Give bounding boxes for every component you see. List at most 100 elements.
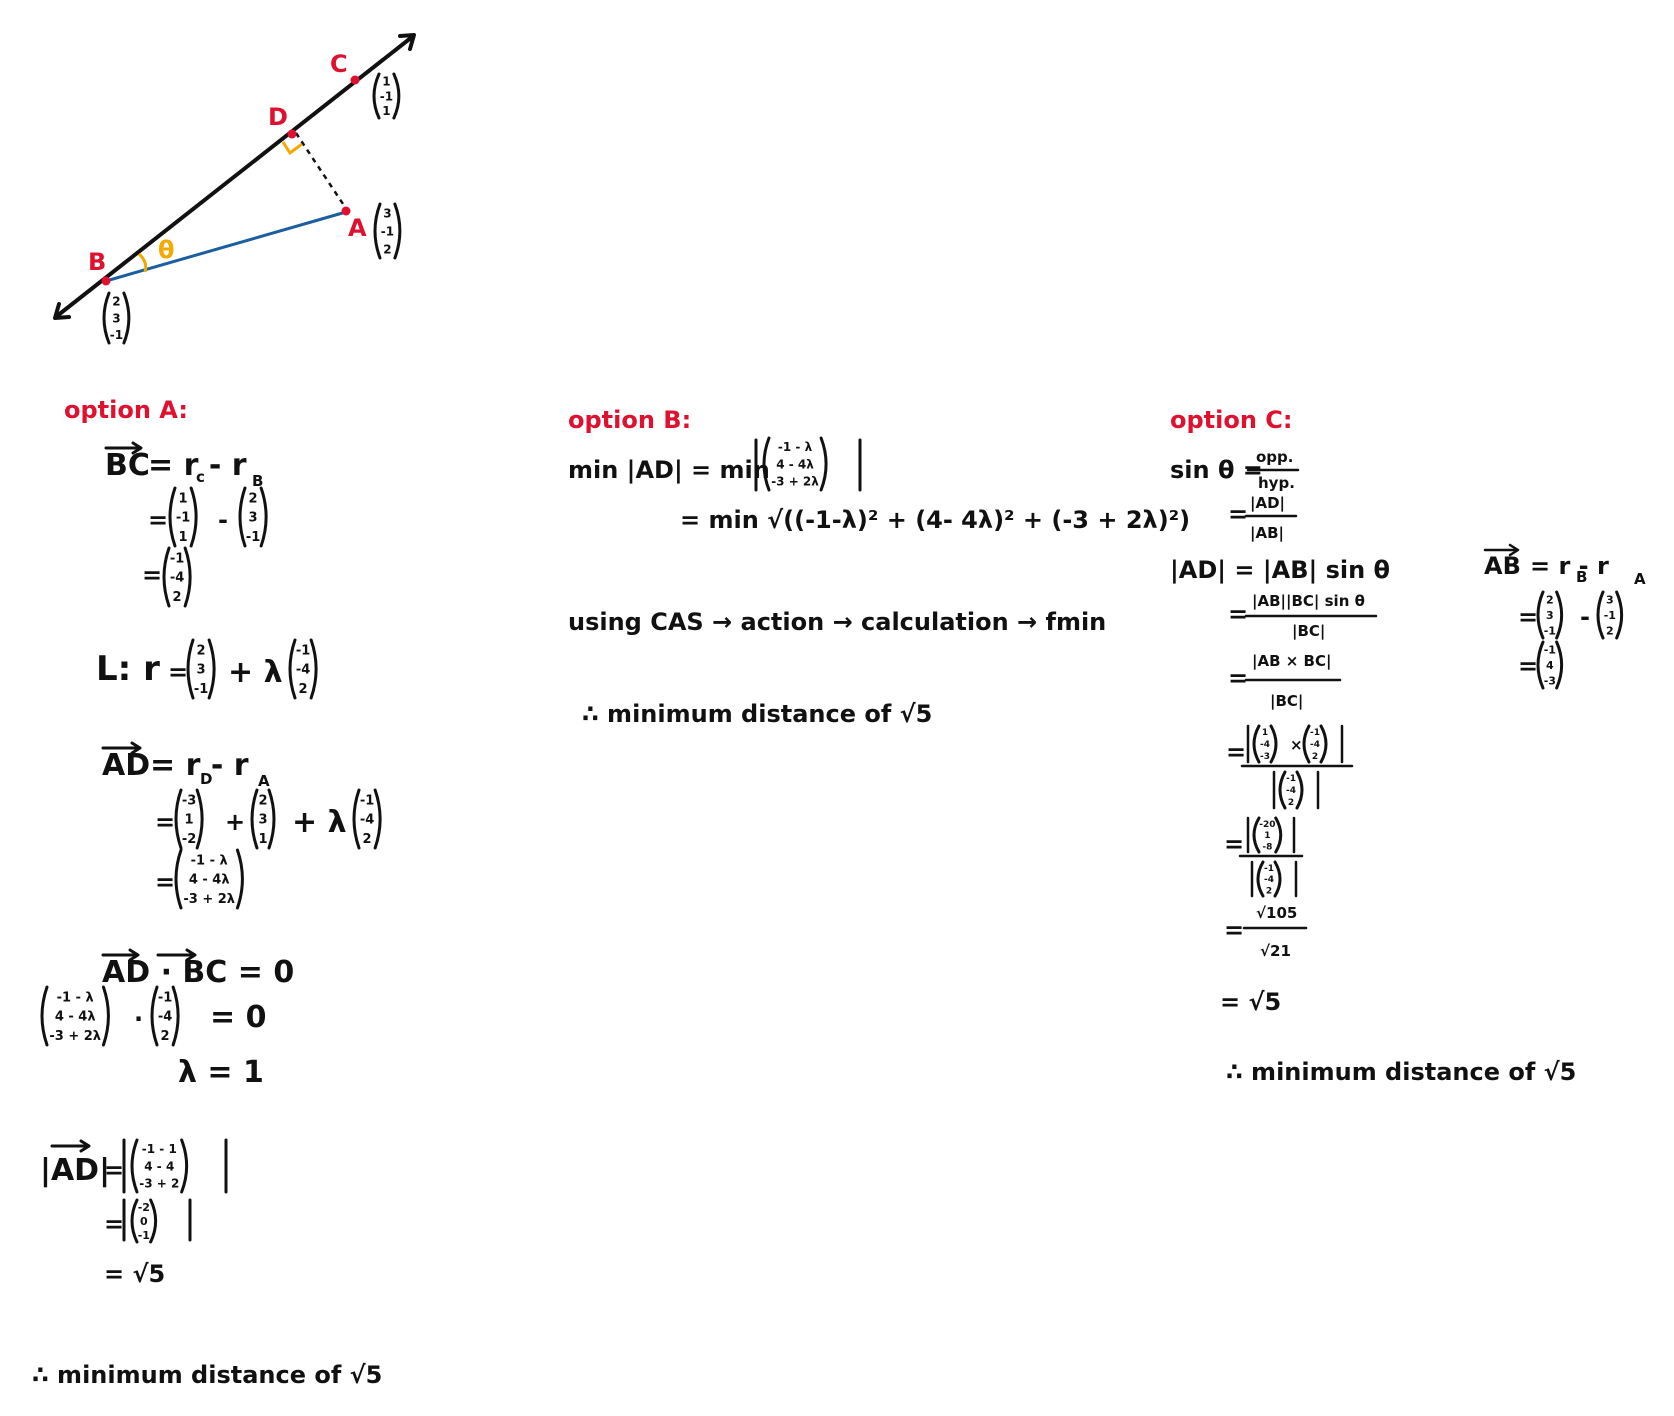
left-paren bbox=[1278, 770, 1287, 810]
vector-entry: 2 bbox=[1288, 798, 1294, 808]
ad-vector-3: -1 -4 2 bbox=[352, 788, 382, 850]
vector-entry: 1 bbox=[382, 104, 390, 118]
mag-arrow bbox=[50, 1139, 91, 1153]
right-paren bbox=[207, 638, 216, 700]
vector-entry: -1 - λ bbox=[191, 853, 228, 868]
right-paren bbox=[392, 72, 401, 120]
option-b-cas: using CAS → action → calculation → fmin bbox=[568, 608, 1106, 636]
option-a-heading: option A: bbox=[64, 396, 188, 424]
option-c-conclusion: ∴ minimum distance of √5 bbox=[1226, 1058, 1576, 1086]
vector-entry: 2 bbox=[258, 793, 267, 808]
vector-entry: 2 bbox=[112, 295, 120, 309]
vector-entry: 0 bbox=[140, 1215, 148, 1228]
left-paren bbox=[1252, 724, 1261, 764]
right-paren bbox=[149, 1198, 158, 1244]
option-b-conclusion: ∴ minimum distance of √5 bbox=[582, 700, 932, 728]
vector-entry: 1 bbox=[1264, 831, 1270, 841]
left-paren bbox=[238, 486, 247, 548]
vector-entry: -1 bbox=[158, 990, 172, 1005]
right-paren bbox=[1269, 724, 1278, 764]
ad-line: |AD| = |AB| sin θ bbox=[1170, 556, 1390, 584]
right-paren bbox=[1273, 860, 1282, 898]
frac1-num: |AB||BC| sin θ bbox=[1252, 592, 1365, 611]
eq-sign: = bbox=[142, 561, 162, 589]
vector-entry: 1 bbox=[185, 813, 194, 828]
vector-entry: -1 bbox=[176, 511, 190, 526]
label-theta: θ bbox=[158, 236, 175, 264]
vector-entry: -1 bbox=[1544, 624, 1556, 637]
ad-sub-a: A bbox=[258, 772, 270, 790]
left-paren bbox=[352, 788, 361, 850]
vector-entry: 2 bbox=[363, 832, 372, 847]
ratio-den: |AB| bbox=[1250, 524, 1284, 543]
vector-entry: 3 bbox=[249, 511, 258, 526]
left-paren bbox=[1536, 590, 1545, 640]
vector-entry: 4 - 4λ bbox=[55, 1010, 96, 1025]
label-B: B bbox=[88, 248, 106, 276]
mag-result: = √5 bbox=[104, 1260, 165, 1288]
vector-entry: -1 bbox=[381, 224, 394, 238]
vector-entry: -3 + 2λ bbox=[183, 892, 235, 907]
vector-entry: 2 bbox=[1606, 624, 1614, 637]
dot-operator: · bbox=[134, 1005, 143, 1033]
left-paren bbox=[1596, 590, 1605, 640]
vector-entry: -1 bbox=[1604, 609, 1616, 622]
bc-sub-b: B bbox=[252, 472, 263, 490]
right-paren bbox=[235, 848, 244, 910]
right-paren bbox=[1555, 640, 1564, 690]
vector-entry: 2 bbox=[1546, 594, 1554, 607]
ab-result: -1 4 -3 bbox=[1536, 640, 1564, 690]
ad-vector-1: -3 1 -2 bbox=[174, 788, 204, 850]
left-paren bbox=[373, 202, 382, 260]
vector-entry: 3 bbox=[112, 311, 120, 325]
eq-sign: = bbox=[155, 808, 175, 836]
left-paren bbox=[174, 848, 183, 910]
left-paren bbox=[288, 638, 297, 700]
vector-entry: 1 bbox=[179, 530, 188, 545]
frac4-den-vector: -1-4 2 bbox=[1256, 860, 1282, 898]
point-C bbox=[350, 75, 360, 85]
eq-sign: = bbox=[1518, 652, 1538, 680]
vector-entry: -4 bbox=[360, 813, 374, 828]
sin-den: hyp. bbox=[1258, 474, 1295, 492]
vector-entry: 2 bbox=[299, 682, 308, 697]
vector-entry: -3 + 2λ bbox=[771, 475, 819, 489]
vector-entry: -1 bbox=[1310, 728, 1320, 738]
ad-def: = r - r bbox=[150, 748, 249, 783]
vector-entry: -1 bbox=[380, 89, 393, 103]
vector-entry: -1 bbox=[296, 643, 310, 658]
ab-vector-2: 3 -1 2 bbox=[1596, 590, 1624, 640]
right-paren bbox=[101, 985, 110, 1047]
option-b-line2: = min √((-1-λ)² + (4- 4λ)² + (-3 + 2λ)²) bbox=[680, 506, 1190, 534]
left-paren bbox=[250, 788, 259, 850]
minus-sign: - bbox=[218, 506, 228, 534]
left-paren bbox=[762, 436, 771, 492]
right-paren bbox=[259, 486, 268, 548]
segment-BA bbox=[105, 210, 347, 283]
left-paren bbox=[150, 985, 159, 1047]
vector-entry: 4 - 4 bbox=[144, 1159, 174, 1173]
vector-entry: 2 bbox=[161, 1029, 170, 1044]
lambda-eq: λ = 1 bbox=[178, 1055, 264, 1090]
ab-vector-1: 2 3 -1 bbox=[1536, 590, 1564, 640]
eq-sign: = bbox=[1228, 600, 1248, 628]
left-paren bbox=[174, 788, 183, 850]
left-paren bbox=[1536, 640, 1545, 690]
right-paren bbox=[1615, 590, 1624, 640]
bc-sub-c: c bbox=[196, 468, 205, 486]
vector-entry: 3 bbox=[258, 813, 267, 828]
ab-sub-a: A bbox=[1634, 570, 1646, 588]
right-paren bbox=[393, 202, 402, 260]
line-vector-1: 2 3 -1 bbox=[186, 638, 216, 700]
eq-sign: = bbox=[104, 1156, 124, 1184]
bc-vector-1: 1 -1 1 bbox=[168, 486, 198, 548]
vector-entry: -3 + 2 bbox=[139, 1177, 179, 1191]
vector-entry: 2 bbox=[1312, 752, 1318, 762]
ad-arrow bbox=[101, 741, 142, 755]
left-paren bbox=[130, 1198, 139, 1244]
vector-entry: -1 bbox=[360, 793, 374, 808]
option-b-vector: -1 - λ 4 - 4λ -3 + 2λ bbox=[762, 436, 828, 492]
ab-arrow bbox=[1483, 543, 1520, 557]
vector-entry: 1 bbox=[382, 75, 390, 89]
ab-lhs: AB bbox=[1484, 552, 1521, 580]
